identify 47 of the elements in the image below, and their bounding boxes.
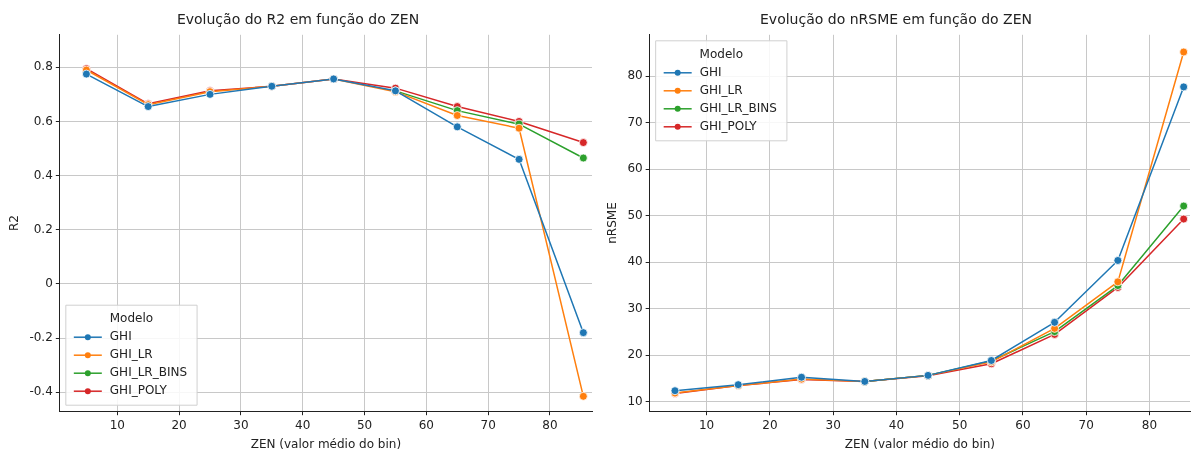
legend-label: GHI_LR xyxy=(109,347,153,362)
y-tick-label: 30 xyxy=(627,300,643,315)
y-tick-label: 0.2 xyxy=(33,221,53,236)
x-tick-label: 10 xyxy=(698,417,715,432)
chart-title: Evolução do R2 em função do ZEN xyxy=(176,11,420,28)
x-axis-title: ZEN (valor médio do bin) xyxy=(844,436,996,451)
legend-label: GHI_POLY xyxy=(109,383,168,398)
y-axis-title: R2 xyxy=(7,215,22,231)
y-tick-label: 0.8 xyxy=(33,59,53,74)
y-tick-label: -0.4 xyxy=(29,384,53,399)
legend-label: GHI_LR_BINS xyxy=(699,100,777,115)
legend-label: GHI xyxy=(109,329,132,344)
x-tick-label: 20 xyxy=(171,417,187,432)
x-tick-label: 60 xyxy=(1015,417,1031,432)
y-tick-label: 70 xyxy=(627,114,643,129)
x-tick-label: 50 xyxy=(952,417,968,432)
x-tick-label: 40 xyxy=(888,417,905,432)
legend-title: Modelo xyxy=(699,46,743,61)
x-axis-title: ZEN (valor médio do bin) xyxy=(250,436,402,451)
legend-label: GHI_LR_BINS xyxy=(109,365,188,380)
y-tick-label: 10 xyxy=(627,394,643,409)
y-tick-label: 40 xyxy=(627,254,643,269)
y-tick-label: 80 xyxy=(627,68,643,83)
x-tick-label: 70 xyxy=(1078,417,1094,432)
x-tick-label: 70 xyxy=(480,417,496,432)
x-tick-label: 20 xyxy=(762,417,778,432)
y-tick-label: -0.2 xyxy=(29,330,53,345)
legend-label: GHI_POLY xyxy=(699,118,758,133)
x-tick-label: 30 xyxy=(233,417,249,432)
x-tick-label: 50 xyxy=(356,417,373,432)
x-tick-label: 80 xyxy=(542,417,558,432)
y-tick-label: 20 xyxy=(627,347,643,362)
legend-title: Modelo xyxy=(109,311,154,326)
x-tick-label: 60 xyxy=(418,417,434,432)
y-tick-label: 50 xyxy=(627,207,643,222)
x-tick-label: 10 xyxy=(109,417,125,432)
chart-title: Evolução do nRSME em função do ZEN xyxy=(760,11,1032,28)
legend-label: GHI xyxy=(699,64,722,79)
y-tick-label: 0.4 xyxy=(33,167,53,182)
y-axis-title: nRSME xyxy=(605,202,620,244)
y-tick-label: 60 xyxy=(627,161,643,176)
x-tick-label: 30 xyxy=(825,417,841,432)
y-tick-label: 0 xyxy=(45,276,53,291)
y-tick-label: 0.6 xyxy=(33,113,53,128)
legend-label: GHI_LR xyxy=(699,82,743,97)
x-tick-label: 80 xyxy=(1141,417,1158,432)
x-tick-label: 40 xyxy=(295,417,311,432)
